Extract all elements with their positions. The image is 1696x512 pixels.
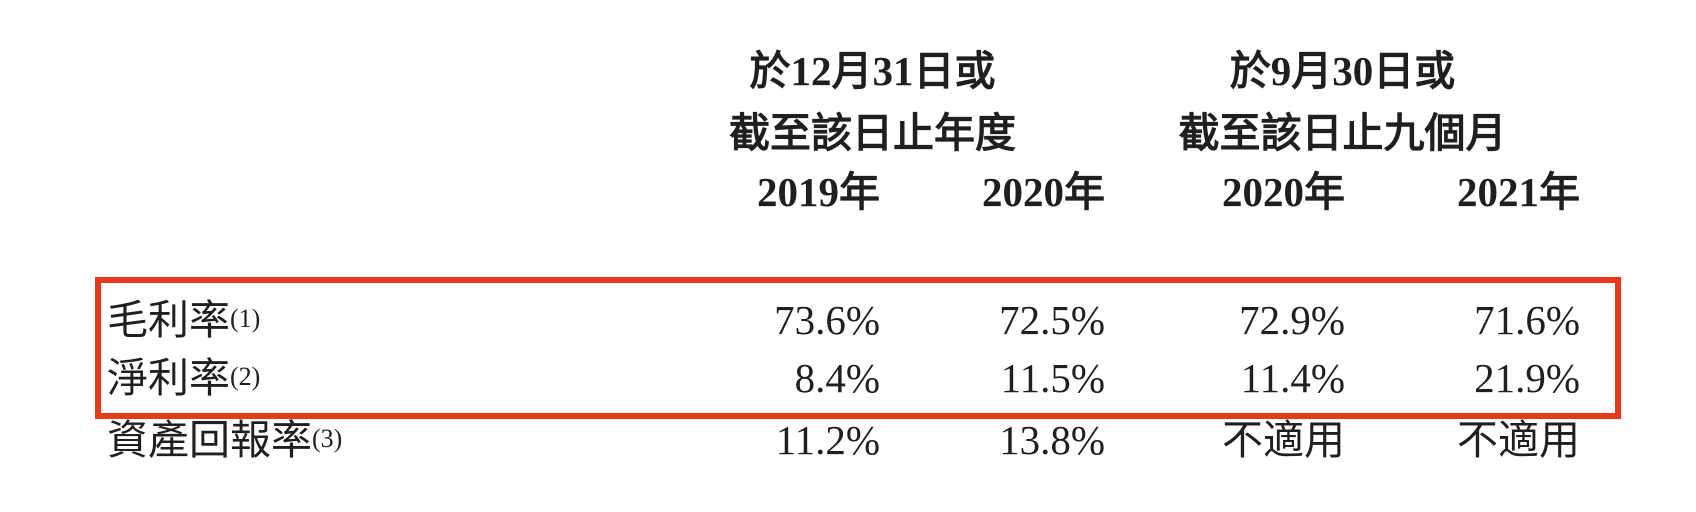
row-label: 資產回報率(3) [107, 407, 640, 473]
metric-value: 71.6% [1474, 297, 1580, 343]
column-group-year-end: 於12月31日或 截至該日止年度 [640, 40, 1105, 164]
year-header-2020-9m: 2020年 [1222, 169, 1345, 215]
year-header-2021-9m: 2021年 [1457, 169, 1580, 215]
metric-value: 11.5% [1000, 355, 1105, 401]
metric-value: 不適用 [1222, 417, 1345, 463]
metric-value: 72.9% [1239, 297, 1345, 343]
year-header-row: 2019年 2020年 2020年 2021年 [107, 164, 1580, 220]
column-group-year-end-line2: 截至該日止年度 [729, 110, 1016, 156]
row-label-text: 資產回報率 [107, 417, 312, 463]
row-label: 淨利率(2) [107, 349, 640, 407]
metric-value: 11.2% [775, 417, 880, 463]
row-label-text: 淨利率 [107, 355, 230, 401]
column-group-header-row: 於12月31日或 截至該日止年度 於9月30日或 截至該日止九個月 [107, 40, 1580, 164]
footnote-marker: (1) [230, 304, 261, 333]
column-group-year-end-line1: 於12月31日或 [749, 48, 996, 94]
table-row-return-on-assets: 資產回報率(3) 11.2% 13.8% 不適用 不適用 [107, 407, 1580, 473]
column-group-nine-months-line2: 截至該日止九個月 [1178, 110, 1507, 156]
metric-value: 8.4% [794, 355, 880, 401]
metric-value: 72.5% [999, 297, 1105, 343]
metric-value: 21.9% [1474, 355, 1580, 401]
metric-value: 不適用 [1457, 417, 1580, 463]
footnote-marker: (3) [312, 424, 343, 453]
table-row-net-margin: 淨利率(2) 8.4% 11.5% 11.4% 21.9% [107, 349, 1580, 407]
year-header-2019: 2019年 [757, 169, 880, 215]
table-row-gross-margin: 毛利率(1) 73.6% 72.5% 72.9% 71.6% [107, 291, 1580, 349]
row-label-text: 毛利率 [107, 297, 230, 343]
header-body-gap [107, 220, 1580, 291]
metric-value: 13.8% [999, 417, 1105, 463]
year-header-spacer [107, 164, 640, 220]
metric-value: 11.4% [1240, 355, 1345, 401]
year-header-2020-fy: 2020年 [982, 169, 1105, 215]
header-spacer-cell [107, 40, 640, 164]
financial-ratios-table: 於12月31日或 截至該日止年度 於9月30日或 截至該日止九個月 2019年 … [107, 40, 1580, 473]
column-group-nine-months-line1: 於9月30日或 [1229, 48, 1456, 94]
row-label: 毛利率(1) [107, 291, 640, 349]
column-group-nine-months: 於9月30日或 截至該日止九個月 [1105, 40, 1580, 164]
metric-value: 73.6% [774, 297, 880, 343]
footnote-marker: (2) [230, 362, 261, 391]
